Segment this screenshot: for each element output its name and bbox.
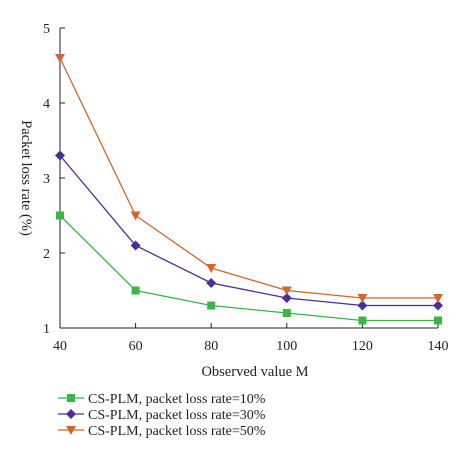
legend-item: CS-PLM, packet loss rate=50% bbox=[58, 424, 266, 439]
x-tick-label: 80 bbox=[204, 339, 218, 354]
x-tick-label: 60 bbox=[129, 339, 143, 354]
x-tick-label: 100 bbox=[276, 339, 297, 354]
data-point bbox=[206, 264, 217, 273]
data-point bbox=[357, 300, 368, 311]
data-point bbox=[207, 301, 216, 310]
data-point bbox=[206, 278, 217, 288]
data-point bbox=[434, 316, 442, 325]
y-tick-label: 3 bbox=[43, 172, 50, 187]
legend-label: CS-PLM, packet loss rate=30% bbox=[88, 408, 266, 423]
legend-marker bbox=[67, 394, 75, 402]
data-point bbox=[281, 286, 292, 296]
x-tick-label: 120 bbox=[352, 339, 373, 354]
series-layer bbox=[55, 54, 443, 325]
legend-item: CS-PLM, packet loss rate=30% bbox=[58, 408, 266, 423]
data-point bbox=[55, 54, 65, 63]
x-tick-label: 140 bbox=[428, 339, 449, 354]
series-line bbox=[59, 215, 438, 322]
y-tick-label: 4 bbox=[43, 97, 50, 112]
y-tick-label: 2 bbox=[43, 247, 50, 262]
series-line bbox=[59, 155, 438, 307]
data-point bbox=[55, 150, 65, 161]
data-point bbox=[281, 293, 292, 303]
legend-marker bbox=[66, 426, 76, 435]
ticks: 1 2 3 4 5 40 60 80 100 120 140 bbox=[43, 22, 449, 354]
legend: CS-PLM, packet loss rate=10%CS-PLM, pack… bbox=[58, 392, 266, 439]
data-point bbox=[433, 294, 443, 303]
data-point bbox=[130, 240, 141, 251]
data-point bbox=[358, 316, 367, 325]
series-1 bbox=[56, 211, 442, 325]
x-axis-title: Observed value M bbox=[201, 364, 308, 380]
legend-item: CS-PLM, packet loss rate=10% bbox=[58, 392, 266, 407]
data-point bbox=[130, 211, 141, 221]
series-3 bbox=[55, 54, 443, 303]
series-line bbox=[59, 57, 438, 299]
series-2 bbox=[55, 150, 443, 311]
y-tick-label: 1 bbox=[43, 322, 50, 337]
legend-marker bbox=[66, 409, 76, 419]
data-point bbox=[56, 211, 64, 220]
data-point bbox=[433, 300, 443, 311]
x-tick-label: 40 bbox=[53, 339, 67, 354]
legend-label: CS-PLM, packet loss rate=50% bbox=[88, 424, 266, 439]
axes bbox=[59, 28, 438, 329]
legend-label: CS-PLM, packet loss rate=10% bbox=[88, 392, 266, 407]
y-axis-title: Packet loss rate (%) bbox=[18, 120, 34, 236]
data-point bbox=[131, 286, 140, 295]
y-tick-label: 5 bbox=[43, 22, 50, 37]
data-point bbox=[357, 294, 368, 303]
data-point bbox=[282, 309, 291, 317]
